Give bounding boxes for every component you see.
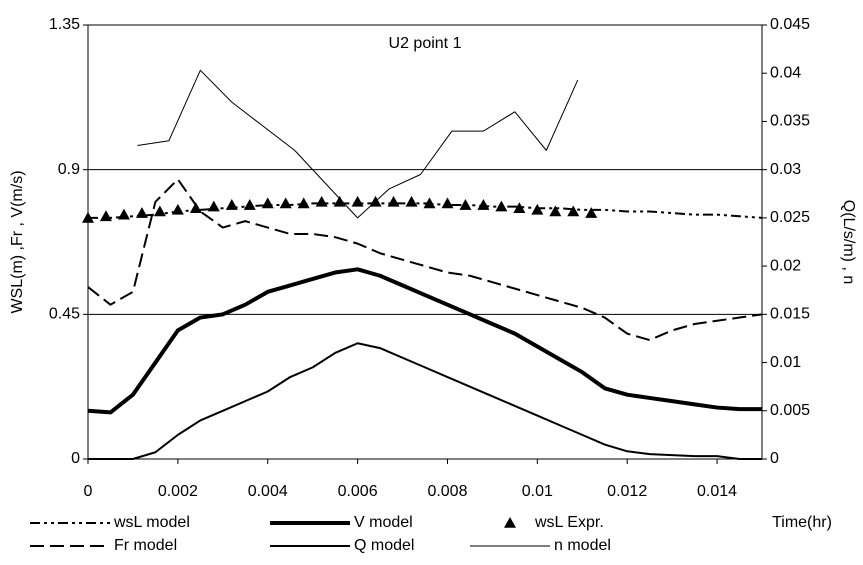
y2-tick-label: 0.015 <box>770 306 810 323</box>
legend-label: Q model <box>354 537 414 554</box>
marker <box>261 197 274 209</box>
x-tick-label: 0 <box>84 483 93 500</box>
y2-tick-label: 0.035 <box>770 113 810 130</box>
marker <box>171 203 184 215</box>
chart-title: U2 point 1 <box>389 35 462 52</box>
series-line <box>87 267 762 415</box>
x-tick-label: 0.014 <box>697 483 737 500</box>
y2-tick-label: 0.005 <box>770 402 810 419</box>
marker <box>513 202 526 214</box>
x-tick-label: 0.002 <box>158 483 198 500</box>
legend-label: Fr model <box>114 537 177 554</box>
marker <box>477 199 490 210</box>
marker <box>297 197 310 209</box>
y-axis-label: WSL(m) ,Fr , V(m/s) <box>9 170 26 313</box>
y2-tick-label: 0 <box>770 450 779 467</box>
y2-tick-label: 0.03 <box>770 161 801 178</box>
marker <box>225 199 238 210</box>
x-axis-label: Time(hr) <box>772 514 832 531</box>
legend-marker <box>504 517 516 528</box>
legend-label: n model <box>554 537 611 554</box>
x-tick-label: 0.008 <box>427 483 467 500</box>
series-line <box>137 69 579 219</box>
marker <box>82 211 94 223</box>
y-tick-label: 0 <box>71 450 80 467</box>
legend-label: V model <box>354 514 413 531</box>
marker <box>567 205 580 217</box>
y2-tick-label: 0.025 <box>770 209 810 226</box>
y2-tick-label: 0.045 <box>770 16 810 33</box>
y2-tick-label: 0.04 <box>770 64 801 81</box>
marker <box>441 197 454 209</box>
marker <box>207 200 220 212</box>
y2-tick-label: 0.02 <box>770 257 801 274</box>
marker <box>153 205 166 217</box>
marker <box>117 208 130 220</box>
x-tick-label: 0.01 <box>522 483 553 500</box>
marker <box>99 210 112 222</box>
y2-tick-label: 0.01 <box>770 354 801 371</box>
marker <box>459 199 472 210</box>
marker <box>351 195 364 207</box>
marker <box>405 195 418 207</box>
legend-label: wsL Expr. <box>534 514 604 531</box>
marker <box>531 203 544 215</box>
marker <box>135 207 148 218</box>
marker <box>189 202 202 214</box>
marker <box>333 195 346 207</box>
y-tick-label: 0.45 <box>49 306 80 323</box>
series-line <box>88 202 763 219</box>
x-tick-label: 0.006 <box>338 483 378 500</box>
marker <box>423 197 436 209</box>
marker <box>585 207 598 218</box>
marker <box>387 195 400 207</box>
x-tick-label: 0.012 <box>607 483 647 500</box>
series-line <box>88 342 762 460</box>
marker <box>495 200 508 212</box>
marker <box>315 195 328 207</box>
legend-label: wsL model <box>113 514 190 531</box>
y2-axis-label: Q(L/s/m) , n <box>840 200 857 284</box>
y-tick-label: 1.35 <box>49 16 80 33</box>
marker <box>549 205 562 217</box>
x-tick-label: 0.004 <box>248 483 288 500</box>
marker <box>279 197 292 209</box>
y-tick-label: 0.9 <box>58 161 80 178</box>
marker <box>243 199 256 210</box>
